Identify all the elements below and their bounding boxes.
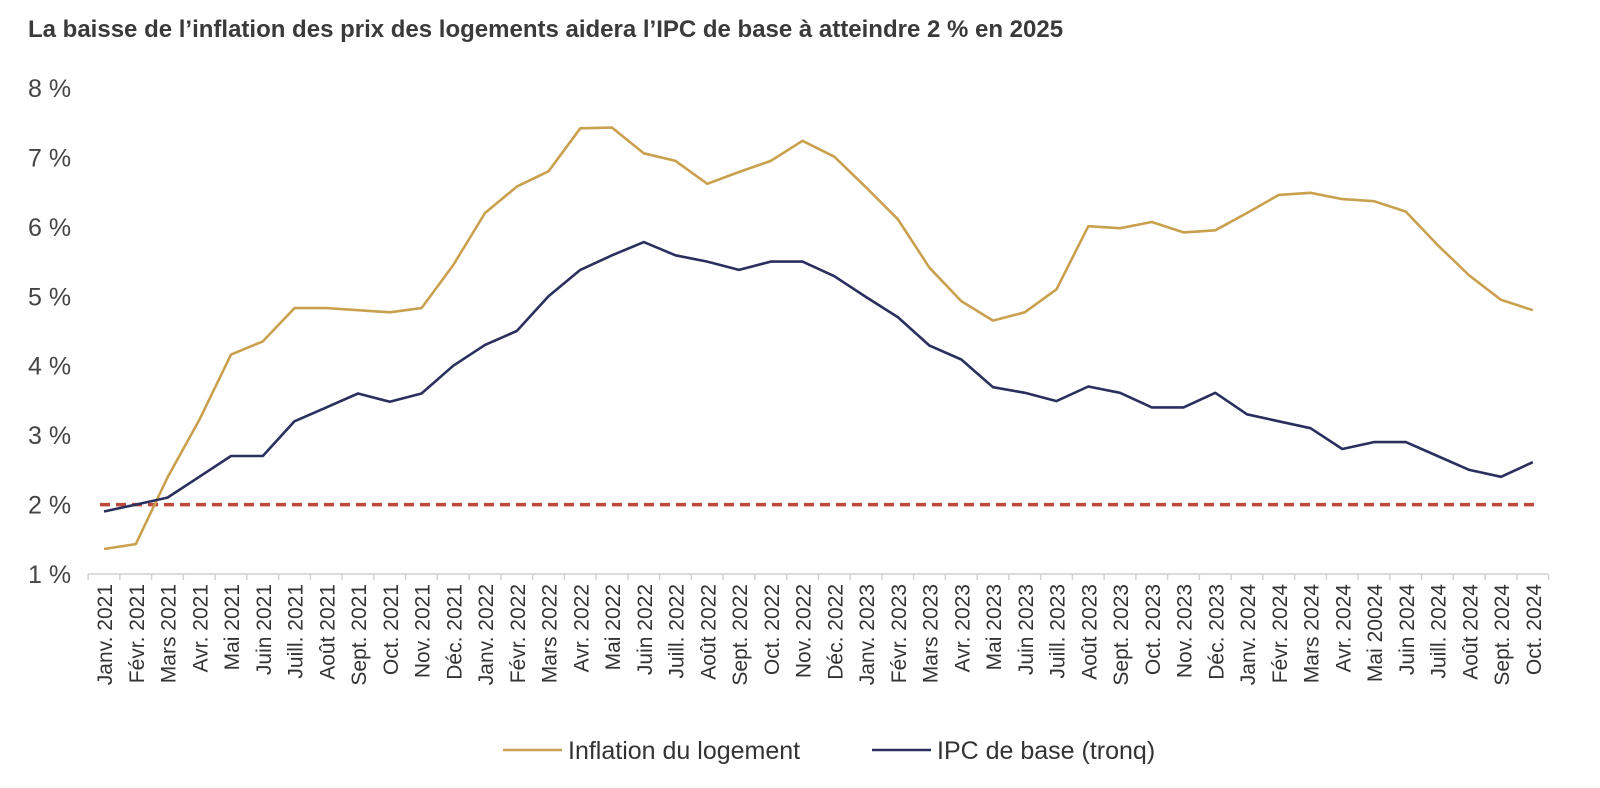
x-tick-label: Nov. 2023 <box>1174 584 1197 678</box>
x-tick-label: Août 2023 <box>1078 584 1101 680</box>
y-tick-label: 1 % <box>28 561 71 589</box>
x-tick-label: Mai 2021 <box>221 584 244 670</box>
x-tick-label: Juill. 2024 <box>1428 584 1451 679</box>
y-tick-label: 5 % <box>28 283 71 311</box>
x-tick-label: Janv. 2022 <box>475 584 498 685</box>
x-tick-label: Juill. 2021 <box>285 584 308 679</box>
x-tick-label: Oct. 2023 <box>1142 584 1165 675</box>
y-axis-ticks: 1 % 2 % 3 % 4 % 5 % 6 % 7 % 8 % <box>28 75 71 589</box>
x-tick-label: Mai 2023 <box>983 584 1006 670</box>
series-line-housing-inflation <box>103 126 1534 551</box>
legend-label: IPC de base (tronq) <box>937 737 1155 765</box>
x-tick-label: Mars 2021 <box>158 584 181 683</box>
x-tick-label: Août 2021 <box>316 584 339 680</box>
y-tick-label: 3 % <box>28 422 71 450</box>
x-tick-label: Juin 2024 <box>1396 584 1419 675</box>
x-tick-label: Juin 2022 <box>634 584 657 675</box>
x-tick-label: Oct. 2024 <box>1523 584 1546 675</box>
x-tick-label: Avr. 2024 <box>1332 584 1355 673</box>
y-tick-label: 4 % <box>28 353 71 381</box>
x-tick-label: Nov. 2022 <box>793 584 816 678</box>
x-tick-label: Sept. 2023 <box>1110 584 1133 686</box>
x-tick-label: Mars 2022 <box>539 584 562 683</box>
y-tick-label: 2 % <box>28 492 71 520</box>
x-tick-label: Févr. 2022 <box>507 584 530 683</box>
x-tick-label: Juill. 2023 <box>1047 584 1070 679</box>
x-tick-label: Sept. 2024 <box>1491 584 1514 686</box>
x-tick-label: Sept. 2022 <box>729 584 752 686</box>
x-tick-label: Juin 2021 <box>253 584 276 675</box>
x-tick-label: Août 2022 <box>697 584 720 680</box>
x-tick-label: Avr. 2022 <box>570 584 593 672</box>
y-tick-label: 7 % <box>28 144 71 172</box>
y-tick-label: 8 % <box>28 75 71 103</box>
x-tick-label: Janv. 2021 <box>94 584 117 685</box>
x-tick-label: Avr. 2021 <box>189 584 212 672</box>
x-tick-label: Févr. 2021 <box>126 584 149 683</box>
x-axis: Janv. 2021 Févr. 2021 Mars 2021 Avr. 2021 Ma… <box>87 573 1550 686</box>
y-tick-label: 6 % <box>28 214 71 242</box>
x-tick-label: Déc. 2022 <box>824 584 847 680</box>
x-tick-label: Mars 2023 <box>920 584 943 683</box>
chart-title: La baisse de l’inflation des prix des lo… <box>28 16 1064 43</box>
x-tick-label: Sept. 2021 <box>348 584 371 686</box>
x-tick-label: Nov. 2021 <box>412 584 435 678</box>
x-tick-label: Juill. 2022 <box>666 584 689 679</box>
x-tick-label: Mars 2024 <box>1301 584 1324 684</box>
x-tick-label: Févr. 2023 <box>888 584 911 683</box>
x-tick-label: Févr. 2024 <box>1269 584 1292 684</box>
x-tick-label: Janv. 2024 <box>1237 584 1260 686</box>
x-tick-label: Avr. 2023 <box>951 584 974 672</box>
legend: Inflation du logement IPC de base (tronq) <box>503 737 1155 765</box>
x-tick-label: Oct. 2021 <box>380 584 403 675</box>
series-line-core-cpi <box>103 240 1534 513</box>
x-tick-label: Juin 2023 <box>1015 584 1038 675</box>
x-tick-label: Mai 20024 <box>1364 584 1387 682</box>
legend-label: Inflation du logement <box>568 737 800 765</box>
x-tick-label: Août 2024 <box>1459 584 1482 680</box>
x-tick-label: Déc. 2023 <box>1205 584 1228 680</box>
x-tick-label: Mai 2022 <box>602 584 625 670</box>
x-tick-label: Oct. 2022 <box>761 584 784 675</box>
x-tick-label: Janv. 2023 <box>856 584 879 685</box>
series-layer <box>103 126 1534 551</box>
x-tick-label: Déc. 2021 <box>443 584 466 680</box>
